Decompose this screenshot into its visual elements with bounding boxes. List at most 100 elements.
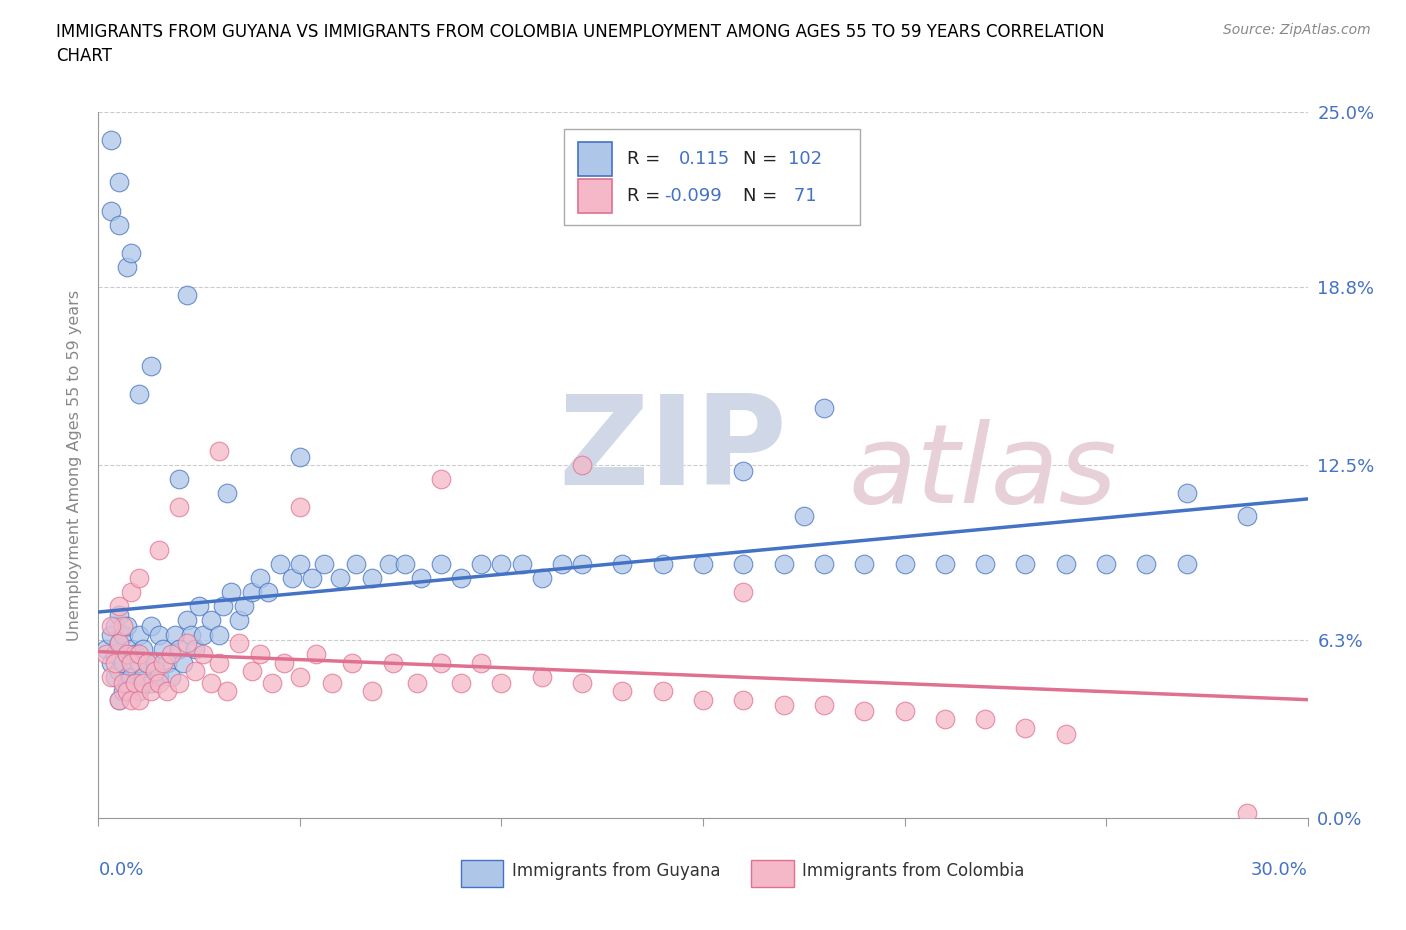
Point	[103, 618, 125, 633]
Y-axis label: Unemployment Among Ages 55 to 59 years: Unemployment Among Ages 55 to 59 years	[67, 289, 83, 641]
Point	[107, 692, 129, 707]
Text: 0.0%: 0.0%	[98, 861, 143, 879]
Point	[381, 656, 404, 671]
Point	[793, 509, 815, 524]
Point	[813, 698, 835, 712]
Point	[100, 132, 122, 147]
Point	[132, 642, 155, 657]
Point	[111, 675, 134, 690]
Point	[853, 556, 876, 571]
Point	[813, 556, 835, 571]
Text: 30.0%: 30.0%	[1251, 861, 1308, 879]
Point	[115, 618, 138, 633]
Point	[107, 664, 129, 679]
Point	[128, 387, 150, 402]
Point	[772, 698, 794, 712]
FancyBboxPatch shape	[578, 179, 613, 213]
Text: atlas: atlas	[848, 418, 1116, 525]
Point	[115, 675, 138, 690]
Point	[156, 684, 179, 698]
Point	[733, 692, 755, 707]
Point	[167, 675, 190, 690]
Text: Immigrants from Colombia: Immigrants from Colombia	[803, 862, 1025, 881]
Point	[100, 203, 122, 218]
Point	[152, 656, 174, 671]
Point	[228, 636, 250, 651]
Point	[100, 627, 122, 642]
Point	[221, 585, 243, 600]
Point	[139, 675, 162, 690]
Point	[167, 500, 190, 515]
Point	[361, 684, 384, 698]
Point	[430, 656, 453, 671]
Point	[208, 656, 231, 671]
Point	[107, 692, 129, 707]
Point	[139, 618, 162, 633]
Point	[111, 684, 134, 698]
Text: N =: N =	[742, 188, 778, 206]
Point	[132, 675, 155, 690]
Point	[733, 463, 755, 478]
Point	[120, 692, 142, 707]
FancyBboxPatch shape	[461, 860, 503, 887]
Point	[240, 664, 263, 679]
Point	[893, 703, 915, 718]
Point	[128, 692, 150, 707]
Point	[450, 571, 472, 586]
Point	[167, 472, 190, 486]
Point	[853, 703, 876, 718]
Point	[260, 675, 283, 690]
Point	[288, 449, 311, 464]
Point	[1236, 509, 1258, 524]
Point	[107, 175, 129, 190]
Point	[100, 656, 122, 671]
FancyBboxPatch shape	[578, 142, 613, 176]
Point	[571, 556, 593, 571]
Point	[288, 556, 311, 571]
Point	[430, 472, 453, 486]
Point	[934, 712, 956, 727]
Point	[269, 556, 291, 571]
Point	[733, 556, 755, 571]
Point	[135, 656, 157, 671]
Point	[120, 670, 142, 684]
Point	[342, 656, 364, 671]
Point	[1014, 556, 1036, 571]
Text: Source: ZipAtlas.com: Source: ZipAtlas.com	[1223, 23, 1371, 37]
Point	[96, 642, 118, 657]
FancyBboxPatch shape	[751, 860, 794, 887]
Point	[273, 656, 295, 671]
Point	[107, 636, 129, 651]
Point	[180, 627, 202, 642]
Point	[394, 556, 416, 571]
Point	[115, 259, 138, 274]
Text: 71: 71	[787, 188, 817, 206]
Point	[314, 556, 336, 571]
Point	[692, 556, 714, 571]
Point	[974, 712, 997, 727]
Point	[160, 670, 183, 684]
Point	[111, 618, 134, 633]
Point	[115, 647, 138, 662]
Point	[1054, 556, 1077, 571]
Point	[128, 647, 150, 662]
Point	[361, 571, 384, 586]
Point	[107, 218, 129, 232]
Point	[1095, 556, 1118, 571]
Point	[200, 675, 222, 690]
Point	[232, 599, 254, 614]
Point	[1135, 556, 1157, 571]
Point	[551, 556, 574, 571]
Point	[450, 675, 472, 690]
Text: R =: R =	[627, 188, 666, 206]
Point	[193, 647, 215, 662]
Point	[103, 670, 125, 684]
Point	[184, 664, 207, 679]
Point	[103, 656, 125, 671]
Text: Immigrants from Guyana: Immigrants from Guyana	[512, 862, 720, 881]
Point	[176, 613, 198, 628]
Point	[100, 618, 122, 633]
Point	[571, 458, 593, 472]
Point	[409, 571, 432, 586]
Text: 102: 102	[787, 150, 821, 168]
